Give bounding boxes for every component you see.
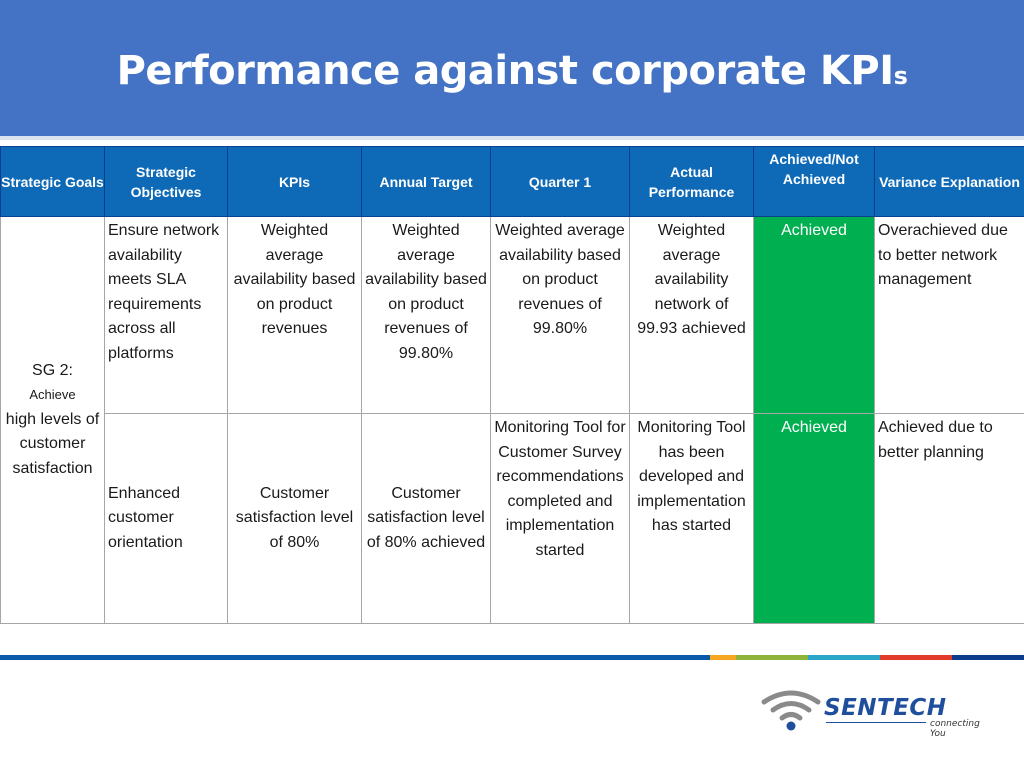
kpi-table: Strategic Goals Strategic Objectives KPI…	[0, 146, 1024, 624]
goal-line-1: SG 2:	[32, 361, 73, 379]
footer-stripe-segment	[736, 655, 808, 660]
slide-title: Performance against corporate KPIs	[0, 48, 1024, 94]
header-strategic-goals: Strategic Goals	[0, 146, 105, 217]
title-band: Performance against corporate KPIs	[0, 0, 1024, 140]
kpi-cell: Customer satisfaction level of 80%	[227, 413, 362, 624]
quarter-1-cell: Monitoring Tool for Customer Survey reco…	[490, 413, 630, 624]
status-badge: Achieved	[753, 413, 875, 624]
footer-stripe-segment	[808, 655, 880, 660]
header-actual-performance: Actual Performance	[629, 146, 754, 217]
table-row: Enhanced customer orientation Customer s…	[1, 413, 1024, 624]
header-achieved-not-achieved: Achieved/Not Achieved	[753, 146, 875, 217]
footer-stripe-segment	[0, 655, 710, 660]
variance-cell: Achieved due to better planning	[874, 413, 1024, 624]
slide-title-suffix: s	[893, 62, 908, 90]
sentech-logo: SENTECH connecting You	[760, 686, 990, 739]
footer-stripe-segment	[952, 655, 1024, 660]
strategic-goal-cell: SG 2: Achieve high levels of customer sa…	[0, 216, 105, 624]
header-strategic-objectives: Strategic Objectives	[104, 146, 228, 217]
kpi-cell: Weighted average availability based on p…	[227, 216, 362, 414]
logo-brand-text: SENTECH	[824, 695, 947, 721]
status-badge: Achieved	[753, 216, 875, 414]
objective-cell: Ensure network availability meets SLA re…	[104, 216, 228, 414]
logo-underline	[826, 722, 926, 723]
annual-target-cell: Weighted average availability based on p…	[361, 216, 491, 414]
logo-tagline: connecting You	[930, 719, 980, 739]
actual-performance-cell: Weighted average availability network of…	[629, 216, 754, 414]
footer-stripe-segment	[710, 655, 736, 660]
header-kpis: KPIs	[227, 146, 362, 217]
slide-title-text: Performance against corporate KPI	[116, 48, 894, 94]
goal-line-3: high levels of customer satisfaction	[5, 410, 100, 477]
objective-cell: Enhanced customer orientation	[104, 413, 228, 624]
variance-cell: Overachieved due to better network manag…	[874, 216, 1024, 414]
table-header-row: Strategic Goals Strategic Objectives KPI…	[0, 146, 1024, 217]
wifi-icon	[761, 690, 821, 731]
header-variance-explanation: Variance Explanation	[874, 146, 1024, 217]
quarter-1-cell: Weighted average availability based on p…	[490, 216, 630, 414]
actual-performance-cell: Monitoring Tool has been developed and i…	[629, 413, 754, 624]
table-row: SG 2: Achieve high levels of customer sa…	[0, 216, 1024, 624]
header-annual-target: Annual Target	[361, 146, 491, 217]
annual-target-cell: Customer satisfaction level of 80% achie…	[361, 413, 491, 624]
footer-stripe-segment	[880, 655, 952, 660]
header-quarter-1: Quarter 1	[490, 146, 630, 217]
goal-line-2: Achieve	[29, 387, 76, 403]
